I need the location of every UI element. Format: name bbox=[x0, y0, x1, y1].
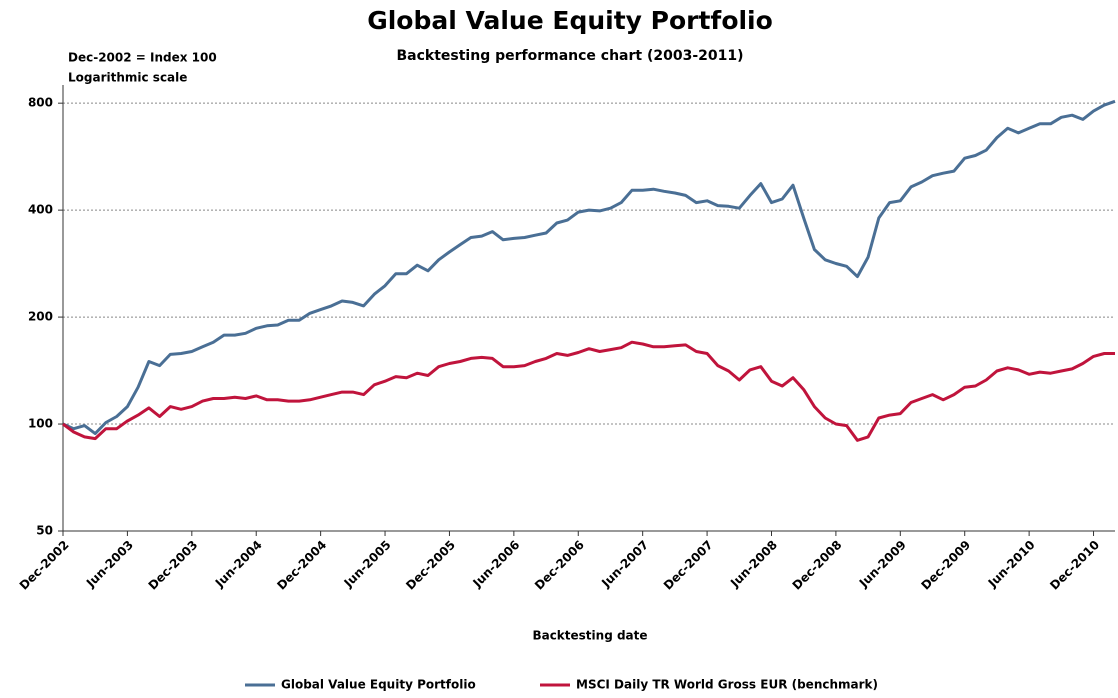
x-tick-label: Jun-2007 bbox=[598, 538, 651, 591]
x-tick-label: Jun-2004 bbox=[212, 538, 265, 591]
x-tick-label: Dec-2004 bbox=[274, 538, 329, 593]
x-tick-label: Dec-2010 bbox=[1047, 538, 1102, 593]
y-tick-label: 400 bbox=[28, 203, 53, 217]
x-tick-label: Jun-2008 bbox=[727, 538, 780, 591]
x-tick-label: Jun-2010 bbox=[985, 538, 1038, 591]
y-tick-label: 100 bbox=[28, 417, 53, 431]
legend-label: Global Value Equity Portfolio bbox=[281, 678, 476, 692]
x-tick-label: Dec-2002 bbox=[17, 538, 72, 593]
x-tick-label: Jun-2005 bbox=[341, 538, 394, 591]
x-tick-label: Dec-2005 bbox=[403, 538, 458, 593]
x-axis-label: Backtesting date bbox=[532, 629, 647, 643]
x-tick-label: Jun-2003 bbox=[83, 538, 136, 591]
x-tick-label: Dec-2008 bbox=[790, 538, 845, 593]
legend-label: MSCI Daily TR World Gross EUR (benchmark… bbox=[576, 678, 878, 692]
y-tick-label: 50 bbox=[36, 524, 53, 538]
chart-subtitle: Backtesting performance chart (2003-2011… bbox=[396, 48, 743, 64]
x-tick-label: Jun-2006 bbox=[469, 538, 522, 591]
line-series bbox=[62, 340, 1115, 442]
x-tick-label: Dec-2006 bbox=[532, 538, 587, 593]
y-tick-label: 200 bbox=[28, 310, 53, 324]
x-tick-label: Jun-2009 bbox=[856, 538, 909, 591]
x-tick-label: Dec-2007 bbox=[661, 538, 716, 593]
y-tick-label: 800 bbox=[28, 96, 53, 110]
chart-title: Global Value Equity Portfolio bbox=[367, 6, 773, 35]
annotation: Dec-2002 = Index 100 bbox=[68, 51, 217, 65]
line-series bbox=[62, 99, 1116, 436]
x-tick-label: Dec-2003 bbox=[146, 538, 201, 593]
x-tick-label: Dec-2009 bbox=[918, 538, 973, 593]
annotation: Logarithmic scale bbox=[68, 71, 187, 85]
